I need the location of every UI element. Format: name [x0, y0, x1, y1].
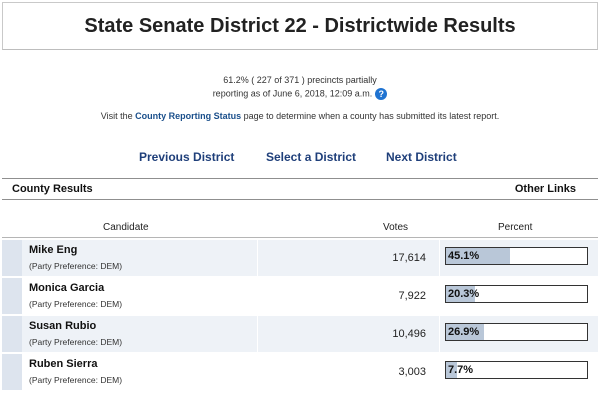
percent-column-header: Percent: [498, 222, 533, 233]
header-divider: [2, 237, 598, 238]
percent-bar-fill: [446, 362, 457, 378]
percent-bar-fill: [446, 286, 475, 302]
vote-count: 7,922: [398, 290, 426, 302]
reporting-status-line-1: 61.2% ( 227 of 371 ) precincts partially: [223, 75, 377, 85]
percent-bar: 7.7%: [445, 361, 588, 379]
vote-count: 17,614: [392, 252, 426, 264]
column-separator: [257, 316, 258, 352]
visit-prefix: Visit the: [100, 111, 136, 121]
county-status-note: Visit the County Reporting Status page t…: [0, 111, 600, 121]
reporting-status-text: reporting as of June 6, 2018, 12:09 a.m.: [212, 88, 373, 99]
party-preference: (Party Preference: DEM): [29, 375, 123, 385]
select-district-link[interactable]: Select a District: [266, 150, 357, 164]
previous-district-link[interactable]: Previous District: [139, 150, 235, 164]
column-separator: [257, 354, 258, 390]
candidate-name: Mike Eng: [29, 244, 78, 256]
table-row: Susan Rubio (Party Preference: DEM) 10,4…: [2, 316, 598, 352]
candidate-name: Ruben Sierra: [29, 358, 98, 370]
vote-count: 10,496: [392, 328, 426, 340]
votes-column-header: Votes: [383, 222, 409, 233]
percent-value: 45.1%: [448, 250, 480, 262]
candidate-name: Monica Garcia: [29, 282, 105, 294]
next-district-link[interactable]: Next District: [386, 150, 457, 164]
results-toolbar: County Results Other Links: [2, 178, 598, 200]
help-icon[interactable]: ?: [375, 88, 388, 100]
county-results-link[interactable]: County Results: [12, 183, 93, 195]
percent-value: 7.7%: [448, 364, 474, 376]
percent-value: 26.9%: [448, 326, 480, 338]
table-row: Ruben Sierra (Party Preference: DEM) 3,0…: [2, 354, 598, 390]
column-separator: [257, 240, 258, 276]
column-separator: [257, 278, 258, 314]
percent-bar-fill: [446, 324, 484, 340]
row-stripe: [2, 354, 22, 390]
page-title: State Senate District 22 - Districtwide …: [84, 15, 516, 37]
party-preference: (Party Preference: DEM): [29, 261, 123, 271]
county-reporting-status-link[interactable]: County Reporting Status: [135, 111, 242, 121]
table-row: Mike Eng (Party Preference: DEM) 17,614 …: [2, 240, 598, 276]
percent-bar-fill: [446, 248, 510, 264]
party-preference: (Party Preference: DEM): [29, 337, 123, 347]
table-row: Monica Garcia (Party Preference: DEM) 7,…: [2, 278, 598, 314]
party-preference: (Party Preference: DEM): [29, 299, 123, 309]
column-separator: [439, 354, 440, 390]
vote-count: 3,003: [398, 366, 426, 378]
reporting-status-line-2: reporting as of June 6, 2018, 12:09 a.m.…: [0, 88, 600, 100]
row-stripe: [2, 316, 22, 352]
percent-bar: 26.9%: [445, 323, 588, 341]
candidate-column-header: Candidate: [103, 222, 149, 233]
column-separator: [439, 316, 440, 352]
row-stripe: [2, 278, 22, 314]
percent-value: 20.3%: [448, 288, 480, 300]
column-separator: [439, 278, 440, 314]
percent-bar: 45.1%: [445, 247, 588, 265]
visit-suffix: page to determine when a county has subm…: [241, 111, 500, 121]
other-links-link[interactable]: Other Links: [514, 183, 576, 195]
title-panel: State Senate District 22 - Districtwide …: [2, 2, 598, 50]
percent-bar: 20.3%: [445, 285, 588, 303]
row-stripe: [2, 240, 22, 276]
candidate-name: Susan Rubio: [29, 320, 97, 332]
column-separator: [439, 240, 440, 276]
